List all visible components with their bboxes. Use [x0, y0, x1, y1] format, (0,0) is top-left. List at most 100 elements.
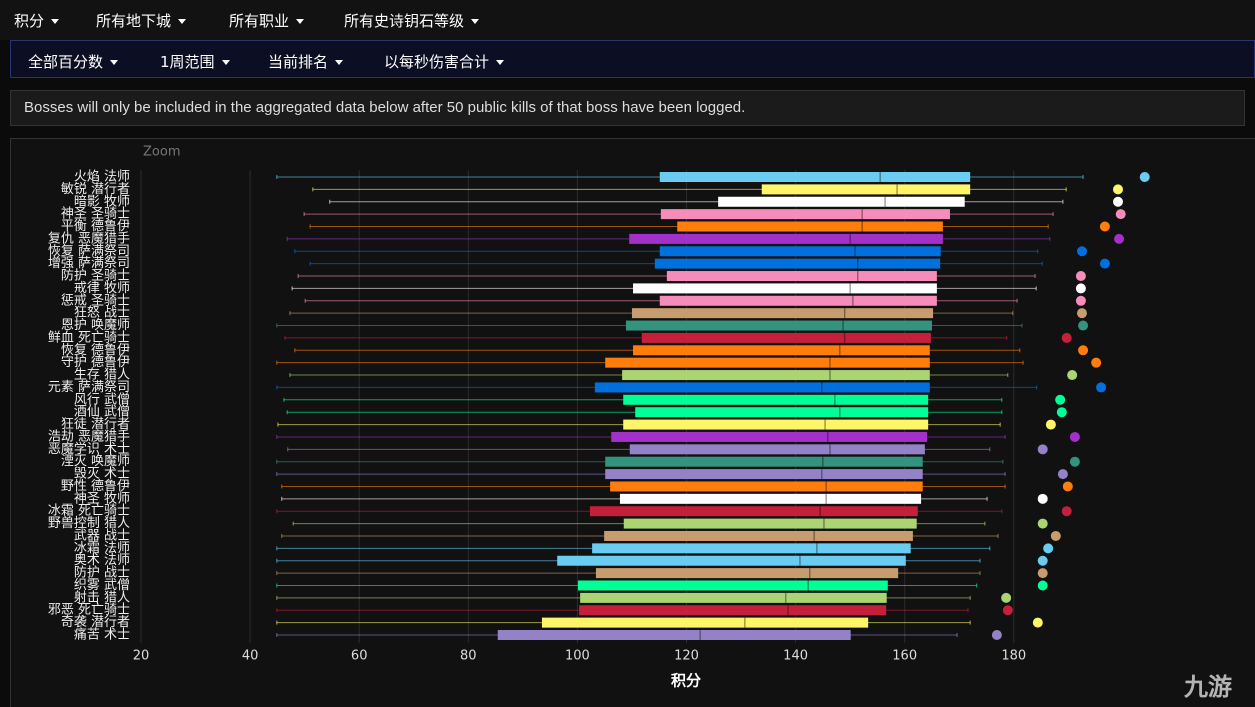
- outlier-dot: [1115, 209, 1126, 220]
- outlier-dot: [1037, 555, 1048, 566]
- outlier-dot: [1055, 394, 1066, 405]
- box: [641, 332, 931, 343]
- box: [595, 568, 899, 579]
- outlier-dot: [1076, 308, 1087, 319]
- outlier-dot: [1037, 444, 1048, 455]
- box: [659, 172, 971, 182]
- filter-dropdown[interactable]: 全部百分数: [28, 51, 118, 72]
- box: [541, 617, 869, 628]
- category-label: 风行 武僧: [74, 392, 130, 407]
- category-label: 生存 猎人: [74, 368, 130, 383]
- category-label: 射击 猎人: [74, 589, 130, 605]
- category-label: 冰霜 法师: [74, 541, 130, 556]
- box: [594, 382, 930, 393]
- outlier-dot: [1037, 568, 1048, 579]
- category-label: 奥术 法师: [74, 553, 130, 568]
- category-label: 浩劫 恶魔猎手: [48, 429, 130, 444]
- box: [666, 271, 937, 282]
- category-label: 恢复 德鲁伊: [61, 343, 130, 358]
- outlier-dot: [1099, 221, 1110, 232]
- outlier-dot: [1032, 617, 1043, 628]
- box: [605, 469, 923, 480]
- box: [659, 295, 937, 306]
- outlier-dot: [1061, 332, 1072, 343]
- outlier-dot: [1067, 370, 1078, 381]
- box: [633, 345, 930, 356]
- box: [629, 233, 943, 244]
- box: [623, 518, 917, 529]
- box: [654, 258, 941, 269]
- outlier-dot: [1001, 592, 1012, 603]
- x-tick-label: 120: [674, 649, 699, 664]
- x-tick-label: 180: [1001, 649, 1026, 664]
- zoom-label[interactable]: Zoom: [143, 145, 180, 160]
- outlier-dot: [1114, 233, 1125, 244]
- outlier-dot: [1075, 295, 1086, 306]
- category-label: 毁灭 术士: [74, 467, 130, 482]
- filter-dropdown[interactable]: 所有史诗钥石等级: [344, 10, 479, 31]
- category-label: 火焰 法师: [74, 170, 130, 185]
- outlier-dot: [1078, 320, 1089, 331]
- outlier-dot: [1078, 345, 1089, 356]
- category-label: 恶魔学识 术士: [48, 441, 130, 457]
- box: [592, 543, 911, 554]
- outlier-dot: [1062, 481, 1073, 492]
- x-tick-label: 100: [565, 649, 590, 664]
- top-filter-bar: 积分 所有地下城 所有职业 所有史诗钥石等级: [0, 0, 1255, 40]
- filter-dropdown[interactable]: 当前排名: [268, 51, 343, 72]
- box: [580, 592, 887, 603]
- outlier-dot: [1002, 605, 1013, 616]
- outlier-dot: [1069, 456, 1080, 467]
- filter-dropdown[interactable]: 以每秒伤害合计: [384, 51, 504, 72]
- box: [605, 357, 930, 368]
- category-label: 惩戒 圣骑士: [61, 293, 130, 308]
- category-label: 鲜血 死亡骑士: [48, 330, 130, 345]
- x-tick-label: 80: [460, 649, 477, 664]
- category-label: 奇袭 潜行者: [61, 614, 130, 630]
- x-axis-title: 积分: [671, 672, 701, 690]
- box: [635, 407, 929, 418]
- outlier-dot: [1076, 246, 1087, 257]
- category-label: 恢复 萨满祭司: [48, 244, 130, 259]
- category-label: 武器 战士: [74, 528, 130, 543]
- box: [623, 394, 929, 405]
- box: [625, 320, 932, 331]
- box: [622, 370, 930, 381]
- outlier-dot: [1057, 469, 1068, 480]
- outlier-dot: [1075, 283, 1086, 294]
- category-label: 恩护 唤魔师: [61, 318, 130, 333]
- category-label: 织雾 武僧: [74, 578, 130, 593]
- box: [579, 605, 887, 616]
- outlier-dot: [1050, 530, 1061, 541]
- box: [631, 308, 934, 319]
- box: [604, 530, 913, 541]
- category-label: 痛苦 术士: [74, 627, 130, 643]
- outlier-dot: [1037, 493, 1048, 504]
- box: [557, 555, 906, 566]
- category-label: 戒律 牧师: [74, 281, 130, 296]
- outlier-dot: [1043, 543, 1054, 554]
- outlier-dot: [1139, 172, 1150, 182]
- notice-box: Bosses will only be included in the aggr…: [10, 90, 1245, 126]
- box: [659, 246, 941, 257]
- category-label: 守护 德鲁伊: [61, 355, 130, 370]
- outlier-dot: [1061, 506, 1072, 517]
- filter-dropdown[interactable]: 积分: [14, 10, 59, 31]
- box: [619, 493, 922, 504]
- filter-dropdown[interactable]: 所有地下城: [96, 10, 186, 31]
- outlier-dot: [1112, 184, 1123, 195]
- category-label: 神圣 牧师: [74, 491, 130, 506]
- box: [589, 506, 918, 517]
- category-label: 元素 萨满祭司: [48, 380, 130, 395]
- filter-dropdown[interactable]: 1周范围: [160, 51, 230, 72]
- filter-dropdown[interactable]: 所有职业: [229, 10, 304, 31]
- outlier-dot: [1069, 431, 1080, 442]
- box: [623, 419, 929, 430]
- box: [497, 630, 851, 640]
- box: [761, 184, 971, 195]
- outlier-dot: [1056, 407, 1067, 418]
- box: [610, 481, 923, 492]
- box: [605, 456, 923, 467]
- box: [660, 209, 950, 220]
